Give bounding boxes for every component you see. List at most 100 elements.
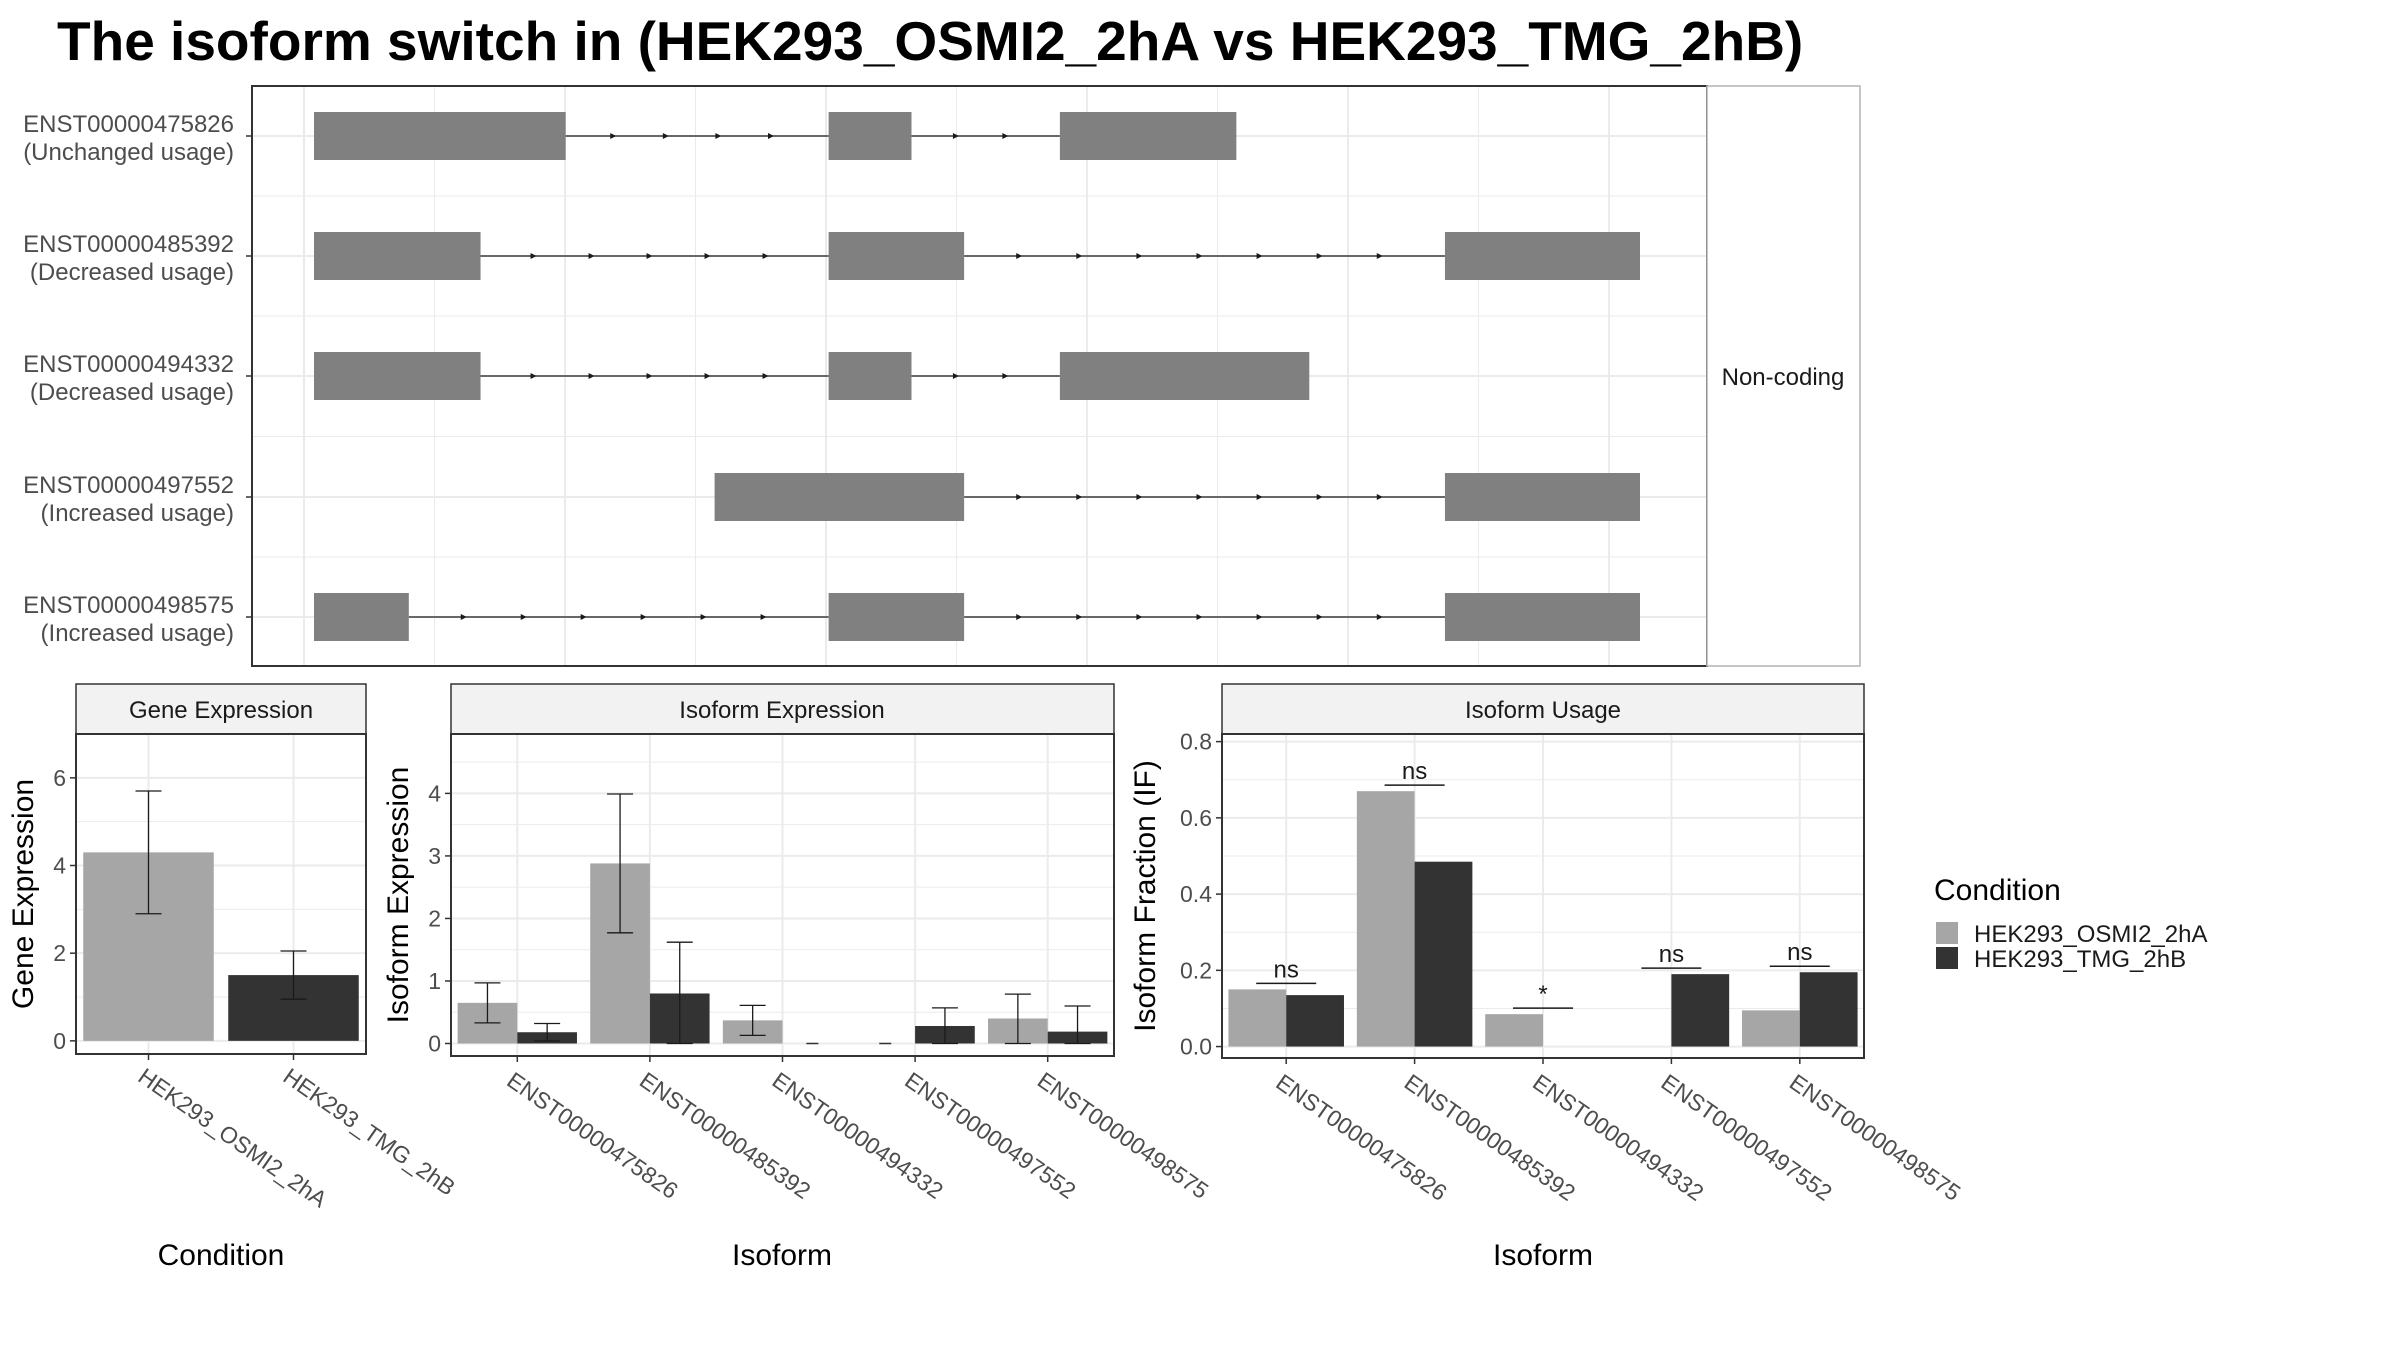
significance-label: *	[1538, 981, 1547, 1008]
legend-swatch-condition-a	[1936, 922, 1958, 944]
isoform-name-label: ENST00000475826	[23, 111, 234, 138]
intron-direction-arrow	[704, 253, 711, 259]
significance-label: ns	[1659, 941, 1684, 968]
intron-direction-arrow	[952, 133, 959, 139]
isoform-usage-label: (Increased usage)	[41, 620, 234, 647]
isoform-usage-panel: Isoform Usage Isoform Isoform Fraction (…	[1129, 683, 1965, 1272]
isoform-expression-panel: Isoform Expression Isoform Isoform Expre…	[382, 683, 1213, 1272]
exon-block	[828, 112, 912, 160]
isoform-expression-y-axis-title: Isoform Expression	[382, 767, 415, 1024]
intron-direction-arrow	[704, 373, 711, 379]
exon-block	[1444, 232, 1640, 280]
isoform-expression-y-tick-label: 1	[428, 968, 441, 994]
intron-direction-arrow	[588, 373, 595, 379]
intron-direction-arrow	[1136, 253, 1143, 259]
significance-label: ns	[1787, 939, 1812, 966]
isoform-usage-y-tick-label: 0.4	[1180, 881, 1212, 907]
isoform-usage-label: (Unchanged usage)	[23, 139, 234, 166]
intron-direction-arrow	[1076, 614, 1083, 620]
isoform-name-label: ENST00000494332	[23, 351, 234, 378]
intron-direction-arrow	[1016, 253, 1023, 259]
exon-block	[714, 473, 965, 521]
isoform-usage-y-tick-label: 0.6	[1180, 805, 1212, 831]
exon-block	[314, 112, 566, 160]
intron-direction-arrow	[1002, 373, 1009, 379]
gene-expression-y-tick-label: 0	[53, 1028, 66, 1054]
structure-side-strip	[1706, 85, 1861, 667]
intron-direction-arrow	[1256, 494, 1263, 500]
isoform-usage-panel-title: Isoform Usage	[1465, 697, 1621, 724]
isoform-name-label: ENST00000497552	[23, 472, 234, 499]
gene-expression-y-tick-label: 4	[53, 853, 66, 879]
isoform-name-label: ENST00000485392	[23, 231, 234, 258]
isoform-expression-y-tick-label: 0	[428, 1030, 441, 1056]
legend-label-condition-b: HEK293_TMG_2hB	[1974, 946, 2186, 973]
isoform-name-label: ENST00000498575	[23, 592, 234, 619]
isoform-expression-y-tick-label: 2	[428, 905, 441, 931]
intron-direction-arrow	[1196, 253, 1203, 259]
legend-swatch-condition-b	[1936, 947, 1958, 969]
significance-label: ns	[1274, 956, 1299, 983]
intron-direction-arrow	[700, 614, 707, 620]
isoform-usage-bar	[1799, 972, 1858, 1047]
isoform-usage-y-tick-label: 0.2	[1180, 957, 1212, 983]
exon-block	[314, 593, 409, 641]
intron-direction-arrow	[760, 614, 767, 620]
exon-block	[1444, 473, 1640, 521]
intron-direction-arrow	[1016, 614, 1023, 620]
gene-expression-x-axis-title: Condition	[158, 1239, 285, 1272]
intron-direction-arrow	[588, 253, 595, 259]
intron-direction-arrow	[1256, 614, 1263, 620]
isoform-usage-bar	[1286, 995, 1344, 1047]
gene-expression-y-tick-label: 2	[53, 940, 66, 966]
exon-block	[1059, 112, 1237, 160]
intron-direction-arrow	[1376, 253, 1383, 259]
intron-direction-arrow	[1376, 494, 1383, 500]
isoform-usage-y-tick-label: 0.8	[1180, 729, 1212, 755]
isoform-usage-label: (Decreased usage)	[30, 379, 234, 406]
isoform-usage-label: (Decreased usage)	[30, 259, 234, 286]
intron-direction-arrow	[1136, 494, 1143, 500]
intron-direction-arrow	[646, 253, 653, 259]
isoform-structure-panel: Non-coding ENST00000475826(Unchanged usa…	[23, 85, 1861, 667]
intron-direction-arrow	[762, 373, 769, 379]
gene-expression-panel-title: Gene Expression	[129, 697, 313, 724]
intron-direction-arrow	[1016, 494, 1023, 500]
gene-expression-y-tick-label: 6	[53, 765, 66, 791]
intron-direction-arrow	[952, 373, 959, 379]
intron-direction-arrow	[1316, 494, 1323, 500]
isoform-expression-panel-title: Isoform Expression	[679, 697, 884, 724]
intron-direction-arrow	[762, 253, 769, 259]
exon-block	[828, 593, 965, 641]
isoform-usage-strip	[1221, 683, 1865, 735]
exon-block	[1059, 352, 1310, 400]
significance-label: ns	[1402, 758, 1427, 785]
isoform-usage-bar	[1485, 1014, 1543, 1047]
intron-direction-arrow	[530, 373, 537, 379]
intron-direction-arrow	[1196, 614, 1203, 620]
intron-direction-arrow	[1136, 614, 1143, 620]
intron-direction-arrow	[1316, 253, 1323, 259]
intron-direction-arrow	[520, 614, 527, 620]
legend-label-condition-a: HEK293_OSMI2_2hA	[1974, 921, 2207, 948]
isoform-usage-label: (Increased usage)	[41, 500, 234, 527]
intron-direction-arrow	[530, 253, 537, 259]
intron-direction-arrow	[715, 133, 722, 139]
intron-direction-arrow	[1376, 614, 1383, 620]
isoform-usage-y-axis-title: Isoform Fraction (IF)	[1129, 760, 1162, 1032]
intron-direction-arrow	[646, 373, 653, 379]
condition-legend: Condition HEK293_OSMI2_2hA HEK293_TMG_2h…	[1934, 874, 2207, 973]
gene-expression-y-axis-title: Gene Expression	[7, 779, 40, 1009]
exon-block	[828, 232, 965, 280]
isoform-usage-bar	[1742, 1010, 1800, 1047]
legend-title: Condition	[1934, 874, 2061, 907]
isoform-usage-bar	[1671, 974, 1730, 1047]
intron-direction-arrow	[1076, 253, 1083, 259]
intron-direction-arrow	[640, 614, 647, 620]
isoform-expression-strip	[450, 683, 1115, 735]
isoform-expression-y-tick-label: 3	[428, 843, 441, 869]
isoform-usage-x-axis-title: Isoform	[1493, 1239, 1593, 1272]
isoform-usage-y-tick-label: 0.0	[1180, 1034, 1212, 1060]
intron-direction-arrow	[1076, 494, 1083, 500]
